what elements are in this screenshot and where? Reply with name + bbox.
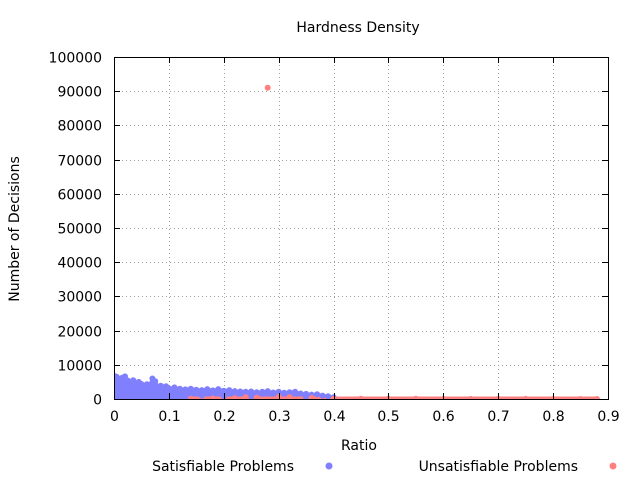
y-tick-label: 0: [93, 393, 102, 409]
y-tick-label: 60000: [57, 188, 102, 204]
y-tick-label: 30000: [57, 290, 102, 306]
satisfiable-point: [314, 391, 321, 398]
satisfiable-point: [297, 390, 304, 397]
unsatisfiable-density-band: [190, 396, 598, 399]
satisfiable-point: [152, 378, 159, 385]
satisfiable-point: [127, 387, 134, 394]
legend-point: [325, 462, 333, 470]
unsatisfiable-point: [253, 394, 260, 399]
x-tick-label: 0: [110, 409, 119, 425]
y-tick-label: 80000: [57, 119, 102, 135]
unsatisfiable-point: [264, 84, 271, 91]
satisfiable-point: [226, 387, 233, 394]
satisfiable-point: [198, 387, 205, 394]
satisfiable-point: [248, 393, 255, 399]
unsatisfiable-point: [330, 395, 337, 399]
satisfiable-point: [116, 385, 123, 392]
satisfiable-point: [237, 388, 244, 395]
satisfiable-point: [319, 392, 326, 399]
satisfiable-point: [204, 386, 211, 393]
satisfiable-point: [248, 388, 255, 395]
satisfiable-point: [253, 389, 260, 396]
unsatisfiable-point: [187, 395, 194, 399]
legend-point: [609, 462, 617, 470]
satisfiable-point: [154, 390, 161, 397]
y-axis-label: Number of Decisions: [7, 156, 23, 302]
y-tick-label: 70000: [57, 154, 102, 170]
chart-title: Hardness Density: [296, 20, 419, 36]
x-tick-label: 0.7: [487, 409, 509, 425]
satisfiable-point: [264, 388, 271, 395]
satisfiable-point: [176, 385, 183, 392]
x-tick-label: 0.9: [597, 409, 619, 425]
satisfiable-point: [275, 388, 282, 395]
y-tick-label: 40000: [57, 256, 102, 272]
legend: Satisfiable Problems Unsatisfiable Probl…: [152, 459, 617, 475]
x-axis-label: Ratio: [341, 438, 377, 454]
satisfiable-point: [325, 393, 332, 399]
satisfiable-point: [187, 385, 194, 392]
unsatisfiable-point: [242, 394, 249, 399]
y-tick-label: 10000: [57, 359, 102, 375]
plot-area: [114, 84, 600, 399]
legend-label-unsatisfiable: Unsatisfiable Problems: [419, 459, 578, 475]
x-tick-label: 0.4: [323, 409, 345, 425]
y-axis-ticks: 0 10000 20000 30000 40000 50000 60000 70000 8000…: [49, 51, 608, 409]
x-tick-label: 0.2: [213, 409, 235, 425]
unsatisfiable-point: [308, 395, 315, 399]
satisfiable-point: [286, 389, 293, 396]
unsatisfiable-point: [594, 396, 600, 399]
y-tick-label: 90000: [57, 85, 102, 101]
grid-lines: [114, 57, 608, 399]
x-tick-label: 0.1: [158, 409, 180, 425]
legend-label-satisfiable: Satisfiable Problems: [152, 459, 294, 475]
satisfiable-point: [209, 387, 216, 394]
unsatisfiable-point: [286, 394, 293, 399]
satisfiable-point: [220, 393, 227, 399]
x-axis-ticks: 0 0.1 0.2 0.3 0.4 0.5 0.6 0.7 0.8 0.9: [110, 57, 620, 425]
x-tick-label: 0.5: [377, 409, 399, 425]
unsatisfiable-point: [577, 396, 584, 399]
unsatisfiable-point: [231, 395, 238, 399]
satisfiable-point: [165, 385, 172, 392]
satisfiable-point: [146, 382, 153, 388]
satisfiable-point: [182, 386, 189, 393]
unsatisfiable-point: [358, 395, 364, 399]
x-tick-label: 0.8: [542, 409, 564, 425]
satisfiable-point: [215, 386, 222, 393]
satisfiable-point: [231, 388, 238, 395]
satisfiable-point: [242, 388, 249, 395]
unsatisfiable-point: [412, 395, 419, 399]
unsatisfiable-point: [209, 395, 216, 399]
unsatisfiable-point: [522, 395, 529, 399]
satisfiable-point: [220, 387, 227, 394]
satisfiable-point: [303, 394, 310, 399]
x-tick-label: 0.3: [268, 409, 290, 425]
unsatisfiable-point: [467, 395, 474, 399]
unsatisfiable-point: [275, 393, 282, 399]
satisfiable-point: [270, 389, 277, 396]
satisfiable-point: [171, 384, 178, 391]
y-tick-label: 100000: [49, 51, 102, 67]
satisfiable-point: [292, 388, 299, 395]
legend-marker-unsatisfiable: [609, 462, 617, 470]
satisfiable-point: [259, 388, 266, 395]
legend-marker-satisfiable: [325, 462, 333, 470]
satisfiable-point: [281, 389, 288, 396]
satisfiable-point: [193, 386, 200, 393]
satisfiable-point: [198, 392, 205, 399]
y-tick-label: 20000: [57, 325, 102, 341]
satisfiable-point: [176, 391, 183, 398]
satisfiable-point: [138, 389, 145, 396]
y-tick-label: 50000: [57, 222, 102, 238]
x-tick-label: 0.6: [432, 409, 454, 425]
